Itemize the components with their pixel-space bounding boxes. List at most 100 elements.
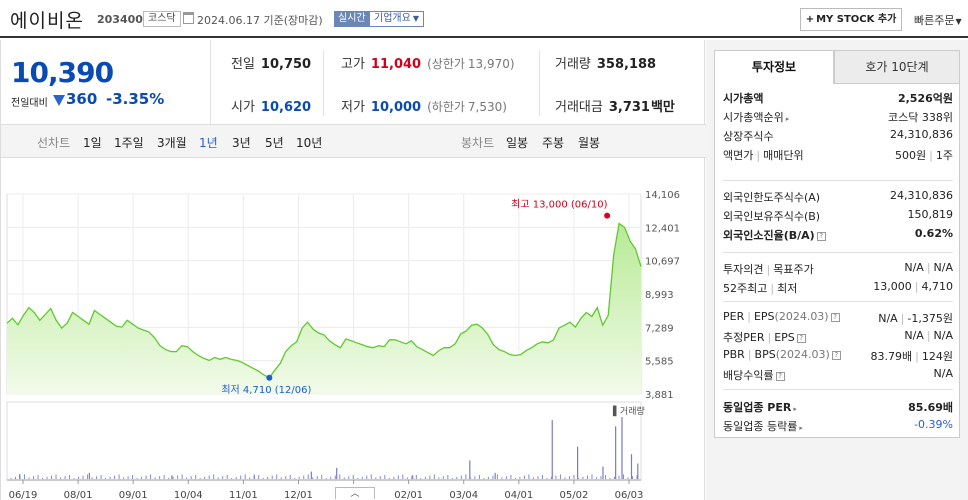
market-cap-value: 2,526억원 xyxy=(897,92,953,105)
tab-investment-info[interactable]: 투자정보 xyxy=(714,50,834,84)
per-label: PER | EPS(2024.03)? xyxy=(723,310,840,323)
tab-orderbook-10[interactable]: 호가 10단계 xyxy=(834,50,960,84)
sector-per-label[interactable]: 동일업종 PER ▸ xyxy=(723,401,797,414)
high-price: 고가 11,040 (상한가 13,970) xyxy=(341,53,515,72)
high52-row: 52주최고 | 최저 13,000 | 4,710 xyxy=(723,280,953,298)
plus-icon: + xyxy=(805,14,815,25)
volume-label: 거래량 xyxy=(555,57,591,72)
volume: 거래량 358,188 xyxy=(555,53,656,72)
down-arrow-icon xyxy=(53,95,65,106)
foreign-ratio-row: 외국인소진율(B/A)? 0.62% xyxy=(723,227,953,245)
arrow-right-icon: ▸ xyxy=(799,424,803,432)
divider xyxy=(539,50,540,116)
opinion-value: N/A | N/A xyxy=(904,261,953,274)
high-label: 고가 xyxy=(341,57,365,72)
period-daily[interactable]: 일봉 xyxy=(506,136,529,150)
x-tick-label: 03/04 xyxy=(449,490,478,500)
x-tick-label: 06/19 xyxy=(9,490,38,500)
period-monthly[interactable]: 월봉 xyxy=(578,136,601,150)
base-date: 2024.06.17 기준(장마감) xyxy=(197,14,323,27)
mystock-add-label: MY STOCK 추가 xyxy=(816,14,897,25)
foreign-limit-label: 외국인한도주식수(A) xyxy=(723,191,821,204)
arrow-right-icon: ▸ xyxy=(793,405,797,413)
x-tick-label: 02/01 xyxy=(394,490,423,500)
caret-down-icon: ▼ xyxy=(955,17,962,26)
prev-close: 전일 10,750 xyxy=(231,53,311,72)
prev-close-label: 전일 xyxy=(231,57,255,72)
chevron-up-icon: ︿ xyxy=(350,489,360,499)
sector-per-value: 85.69배 xyxy=(908,401,953,414)
candle-chart-label: 봉차트 xyxy=(461,136,495,150)
period-1y[interactable]: 1년 xyxy=(199,136,218,150)
dividend-value: N/A xyxy=(933,367,953,380)
volume-label: ▌거래량 xyxy=(612,405,645,417)
min-point xyxy=(266,374,273,381)
current-price: 10,390 xyxy=(11,56,114,89)
period-weekly[interactable]: 주봉 xyxy=(542,136,565,150)
amount-value: 3,731 xyxy=(608,100,650,115)
price-panel: 10,390 전일대비 360 -3.35% 전일 10,750 고가 11,040… xyxy=(0,40,706,500)
prev-close-value: 10,750 xyxy=(260,57,312,72)
collapse-chart-button[interactable]: ︿ xyxy=(335,487,375,499)
est-per-label: 추정PER | EPS? xyxy=(723,329,806,345)
divider xyxy=(323,50,324,116)
y-tick-label: 5,585 xyxy=(645,357,674,368)
period-5y[interactable]: 5년 xyxy=(265,136,284,150)
x-tick-label: 08/01 xyxy=(64,490,93,500)
opinion-label: 투자의견 | 목표주가 xyxy=(723,263,814,276)
y-tick-label: 12,401 xyxy=(645,223,680,234)
change-value: 360 xyxy=(66,90,98,108)
line-chart-label: 선차트 xyxy=(37,136,71,150)
per-value: N/A | -1,375원 xyxy=(878,312,953,325)
upper-limit-label: (상한가 xyxy=(427,57,465,71)
mystock-add-button[interactable]: + MY STOCK 추가 xyxy=(800,8,902,31)
sector-per-row: 동일업종 PER ▸ 85.69배 xyxy=(723,399,953,417)
help-icon[interactable]: ? xyxy=(775,372,785,381)
change-rate: -3.35% xyxy=(106,90,165,108)
x-tick-label: 04/01 xyxy=(504,490,533,500)
x-tick-label: 12/01 xyxy=(284,490,313,500)
quick-order-button[interactable]: 빠른주문▼ xyxy=(914,12,962,28)
x-tick-label: 05/02 xyxy=(559,490,588,500)
market-cap-rank-label[interactable]: 시가총액순위 ▸ xyxy=(723,111,790,124)
market-cap-rank-row: 시가총액순위 ▸ 코스닥 338위 xyxy=(723,109,953,127)
pbr-label: PBR | BPS(2024.03)? xyxy=(723,348,841,361)
help-icon[interactable]: ? xyxy=(796,334,806,343)
help-icon[interactable]: ? xyxy=(816,232,826,241)
y-tick-label: 7,289 xyxy=(645,323,674,334)
price-chart[interactable]: 14,106 12,401 10,697 8,993 7,289 5,585 3,881 06… xyxy=(1,180,706,500)
period-1d[interactable]: 1일 xyxy=(83,136,102,150)
foreign-limit-value: 24,310,836 xyxy=(890,189,953,202)
period-3y[interactable]: 3년 xyxy=(232,136,251,150)
change-label: 전일대비 xyxy=(11,98,48,109)
listed-shares-row: 상장주식수 24,310,836 xyxy=(723,128,953,146)
help-icon[interactable]: ? xyxy=(831,351,841,360)
help-icon[interactable]: ? xyxy=(830,313,840,322)
pbr-row: PBR | BPS(2024.03)? 83.79배 | 124원 xyxy=(723,348,953,366)
foreign-limit-row: 외국인한도주식수(A) 24,310,836 xyxy=(723,189,953,207)
amount-label: 거래대금 xyxy=(555,100,603,115)
upper-limit-value: 13,970) xyxy=(467,57,515,71)
pbr-value: 83.79배 | 124원 xyxy=(870,350,953,363)
listed-shares-value: 24,310,836 xyxy=(890,128,953,141)
market-cap-section: 시가총액 2,526억원 시가총액순위 ▸ 코스닥 338위 상장주식수 24,3… xyxy=(723,84,953,181)
period-10y[interactable]: 10년 xyxy=(296,136,323,150)
price-area xyxy=(7,223,641,394)
quick-order-label: 빠른주문 xyxy=(914,14,955,27)
period-1w[interactable]: 1주일 xyxy=(114,136,144,150)
per-row: PER | EPS(2024.03)? N/A | -1,375원 xyxy=(723,310,953,328)
realtime-button[interactable]: 실시간 xyxy=(334,11,370,27)
volume-value: 358,188 xyxy=(596,57,657,72)
x-tick-label: 10/04 xyxy=(174,490,203,500)
foreign-ratio-label: 외국인소진율(B/A)? xyxy=(723,227,826,243)
foreign-hold-label: 외국인보유주식수(B) xyxy=(723,210,821,223)
company-overview-button[interactable]: 기업개요 ▼ xyxy=(369,11,424,27)
par-unit-value: 500원 | 1주 xyxy=(895,149,953,162)
sector-rate-value: -0.39% xyxy=(914,418,953,431)
quote-grid: 전일 10,750 고가 11,040 (상한가 13,970) 거래량 358,188 … xyxy=(211,40,706,124)
dividend-label: 배당수익률? xyxy=(723,367,785,383)
info-card: 시가총액 2,526억원 시가총액순위 ▸ 코스닥 338위 상장주식수 24,3… xyxy=(714,84,960,438)
period-3m[interactable]: 3개월 xyxy=(157,136,187,150)
sector-rate-label[interactable]: 동일업종 등락률 ▸ xyxy=(723,420,803,433)
info-tabs: 투자정보 호가 10단계 xyxy=(714,50,960,84)
